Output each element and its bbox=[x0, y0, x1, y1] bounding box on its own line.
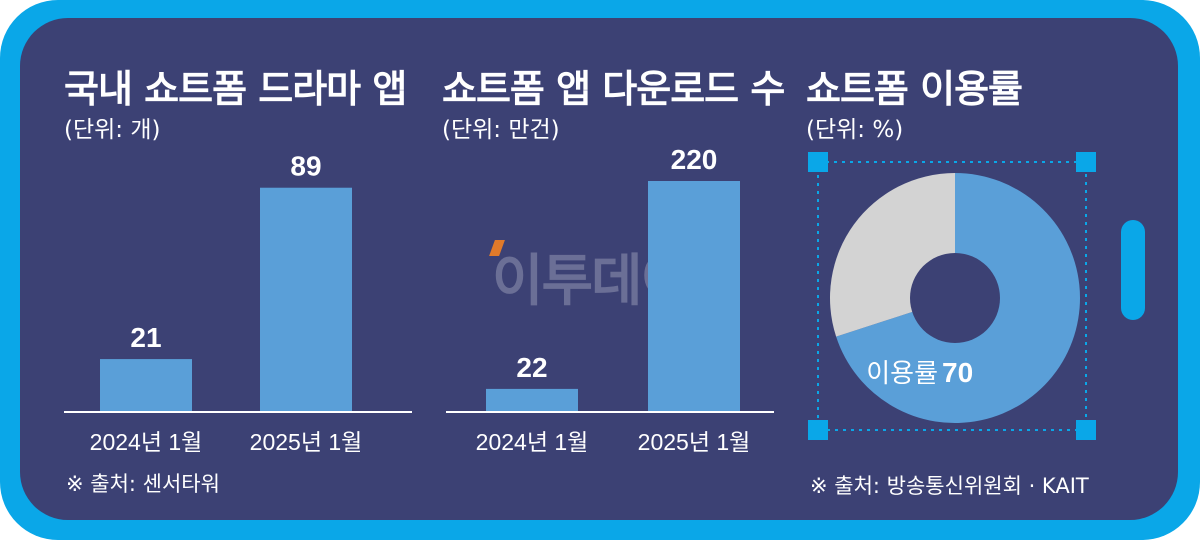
bar-1-2 bbox=[260, 187, 352, 412]
selection-handle-4 bbox=[1076, 420, 1096, 440]
right-chart-source: ※ 출처: 방송통신위원회 · KAIT bbox=[810, 474, 1089, 498]
pie-slice-value: 70 bbox=[942, 357, 973, 388]
bar-value-label: 22 bbox=[516, 352, 547, 383]
category-label: 2025년 1월 bbox=[250, 429, 363, 455]
left-chart-source: ※ 출처: 센서타워 bbox=[66, 472, 220, 496]
right-chart-title: 쇼트폼 이용률 bbox=[806, 67, 1023, 111]
middle-chart-unit: (단위: 만건) bbox=[442, 117, 560, 143]
left-chart-unit: (단위: 개) bbox=[64, 117, 161, 143]
bar-value-label: 21 bbox=[130, 322, 161, 353]
bar-value-label: 89 bbox=[290, 151, 321, 182]
bar-2-1 bbox=[486, 388, 578, 412]
middle-chart-title: 쇼트폼 앱 다운로드 수 bbox=[442, 67, 785, 111]
left-chart-title: 국내 쇼트폼 드라마 앱 bbox=[64, 67, 407, 111]
bar-2-2 bbox=[648, 181, 740, 412]
bar-value-label: 220 bbox=[671, 144, 718, 175]
selection-handle-3 bbox=[808, 420, 828, 440]
bar-1-1 bbox=[100, 359, 192, 412]
selection-handle-1 bbox=[808, 152, 828, 172]
donut-hole bbox=[910, 253, 1000, 343]
selection-handle-2 bbox=[1076, 152, 1096, 172]
category-label: 2025년 1월 bbox=[638, 429, 751, 455]
category-label: 2024년 1월 bbox=[476, 429, 589, 455]
category-label: 2024년 1월 bbox=[90, 429, 203, 455]
device-side-button bbox=[1121, 220, 1145, 320]
right-chart-unit: (단위: %) bbox=[806, 117, 904, 143]
selection-frame bbox=[817, 161, 1087, 431]
pie-slice-label: 이용률 bbox=[866, 359, 938, 389]
